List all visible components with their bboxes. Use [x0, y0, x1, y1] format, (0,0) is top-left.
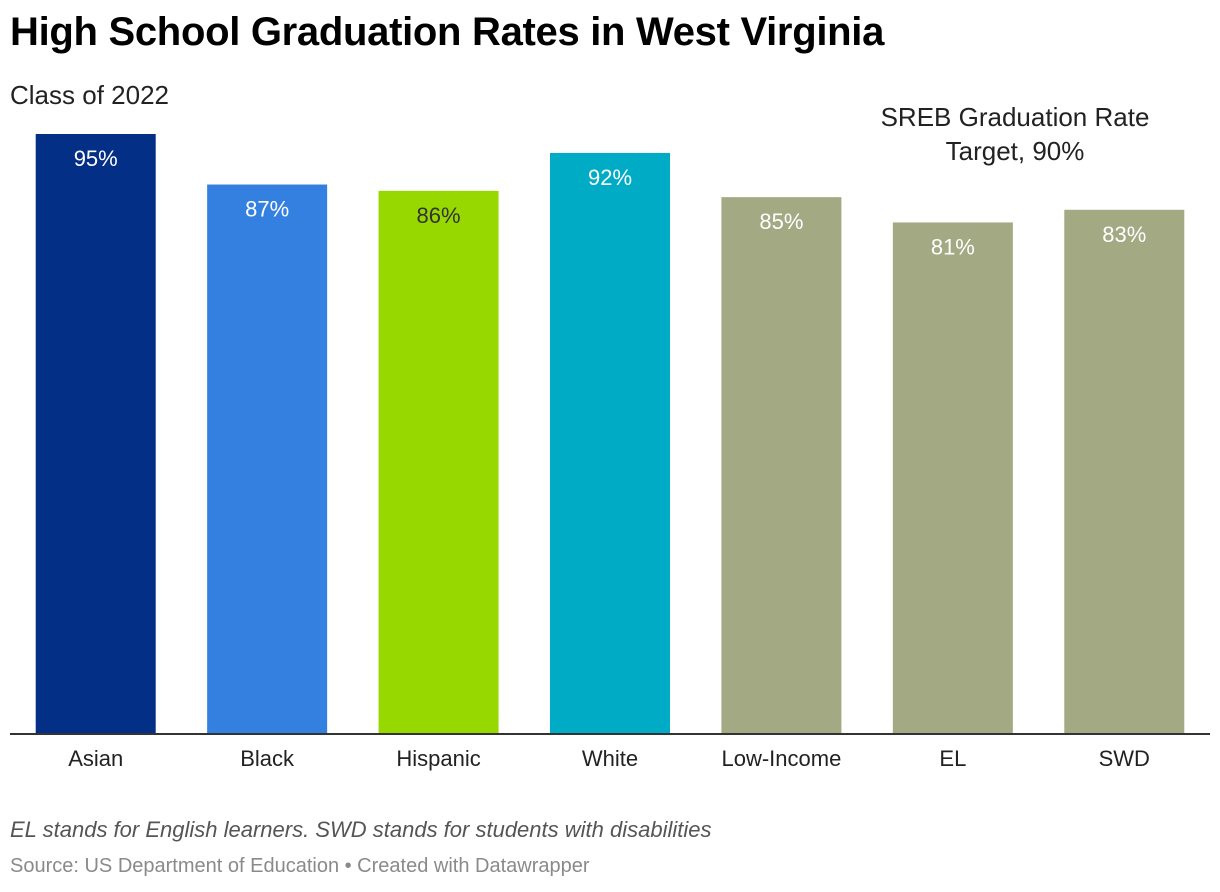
bar-el [892, 222, 1013, 734]
bar-value-label: 86% [417, 203, 461, 228]
bar-black [207, 184, 328, 734]
bar-hispanic [378, 190, 499, 734]
chart-note: EL stands for English learners. SWD stan… [10, 817, 712, 842]
bar-value-label: 81% [931, 234, 975, 259]
chart-subtitle: Class of 2022 [10, 80, 169, 110]
bar-value-label: 92% [588, 165, 632, 190]
x-tick-label: White [582, 746, 638, 771]
bar-asian [35, 134, 156, 734]
chart-source: Source: US Department of Education • Cre… [10, 855, 590, 877]
bar-white [550, 152, 670, 734]
bar-value-label: 95% [74, 146, 118, 171]
bar-value-label: 85% [759, 209, 803, 234]
x-tick-label: Black [240, 746, 295, 771]
target-annotation-line1: SREB Graduation Rate [880, 102, 1150, 132]
bar-chart: 95% Asian 87% Black 86% Hispanic 92% White 85% Lo… [10, 134, 1210, 771]
x-tick-label: Asian [68, 746, 123, 771]
bar-low-income [721, 197, 842, 734]
bar-swd [1064, 209, 1185, 734]
bar-value-label: 87% [245, 197, 289, 222]
chart-title: High School Graduation Rates in West Vir… [10, 10, 885, 54]
x-tick-label: SWD [1099, 746, 1150, 771]
x-tick-label: Low-Income [722, 746, 842, 771]
target-annotation: SREB Graduation Rate Target, 90% [850, 100, 1180, 168]
x-tick-label: Hispanic [396, 746, 480, 771]
bar-value-label: 83% [1102, 222, 1146, 247]
x-tick-label: EL [939, 746, 966, 771]
target-annotation-line2: Target, 90% [945, 136, 1085, 166]
